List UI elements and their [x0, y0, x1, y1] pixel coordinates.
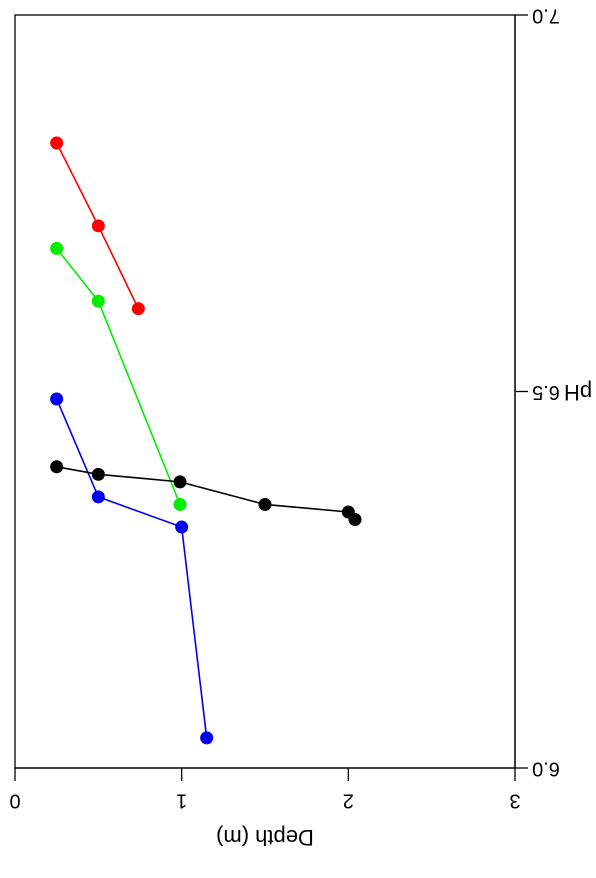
data-point	[50, 392, 64, 406]
x-tick-label: 6.0	[532, 758, 560, 780]
data-point	[50, 241, 64, 255]
data-point	[348, 513, 362, 527]
data-point	[91, 490, 105, 504]
data-point	[173, 475, 187, 489]
data-point	[91, 219, 105, 233]
x-tick-label: 6.5	[532, 381, 560, 403]
data-point	[91, 467, 105, 481]
data-point	[200, 731, 214, 745]
data-point	[173, 497, 187, 511]
series-3	[50, 392, 214, 745]
series-line	[55, 398, 208, 738]
series-layer	[50, 136, 362, 745]
data-point	[131, 302, 145, 316]
y-axis-label: Depth (m)	[216, 825, 314, 850]
y-tick-label: 0	[9, 790, 20, 812]
data-point	[91, 294, 105, 308]
series-line	[56, 247, 181, 505]
y-axis-ticks: 0 1 2 3	[9, 768, 521, 812]
x-tick-label: 7.0	[532, 5, 560, 27]
x-axis-ticks: 6.0 6.5 7.0	[515, 5, 560, 780]
y-tick-label: 3	[509, 790, 520, 812]
plot-frame	[14, 14, 516, 769]
y-tick-label: 2	[343, 790, 354, 812]
series-4	[50, 460, 362, 527]
data-point	[258, 497, 272, 511]
x-axis-label: pH	[564, 380, 592, 405]
data-point	[50, 136, 64, 150]
series-1	[50, 136, 145, 316]
data-point	[175, 520, 189, 534]
data-point	[50, 460, 64, 474]
series-2	[50, 241, 187, 511]
y-tick-label: 1	[176, 790, 187, 812]
